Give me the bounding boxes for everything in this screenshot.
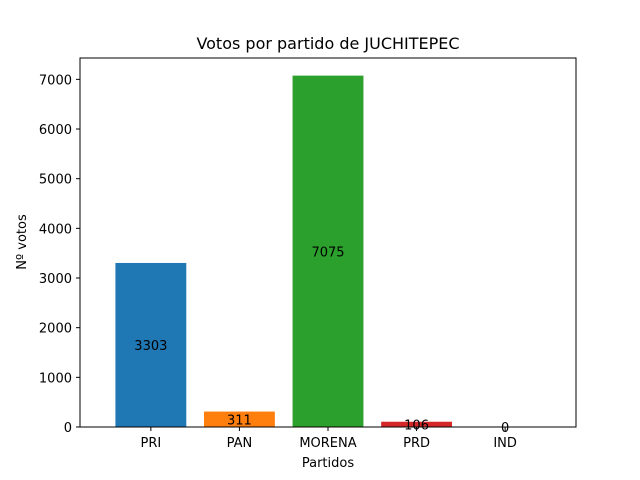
y-axis-label: Nº votos	[15, 214, 30, 270]
x-axis: PRI PAN MORENA PRD IND	[140, 427, 517, 451]
x-tick-label: PRD	[403, 436, 430, 451]
bar-pan	[204, 411, 275, 427]
y-tick-label: 3000	[39, 272, 72, 287]
y-tick-label: 7000	[39, 73, 72, 88]
y-tick-label: 5000	[39, 173, 72, 188]
plot-frame	[79, 57, 577, 428]
bar-morena	[292, 75, 364, 427]
y-tick-label: 1000	[39, 371, 72, 386]
x-axis-label: Partidos	[302, 456, 354, 471]
y-tick-label: 4000	[39, 222, 72, 237]
x-tick-label: MORENA	[299, 436, 356, 451]
x-tick-label: PRI	[140, 436, 161, 451]
data-label-pri: 3303	[134, 339, 167, 354]
data-label-prd: 106	[404, 418, 429, 433]
x-tick-label: PAN	[227, 436, 253, 451]
data-label-pan: 311	[227, 413, 252, 428]
data-label-morena: 7075	[311, 245, 344, 260]
y-tick-label: 2000	[39, 322, 72, 337]
bars-layer	[115, 75, 452, 427]
y-tick-label: 6000	[39, 123, 72, 138]
y-tick-label: 0	[64, 421, 72, 436]
x-tick-label: IND	[493, 436, 517, 451]
chart-title: Votos por partido de JUCHITEPEC	[196, 34, 459, 53]
bar-pri	[115, 262, 187, 427]
bar-prd	[381, 421, 452, 427]
y-axis: 0 1000 2000 3000 4000 5000 6000 7000	[39, 73, 80, 436]
